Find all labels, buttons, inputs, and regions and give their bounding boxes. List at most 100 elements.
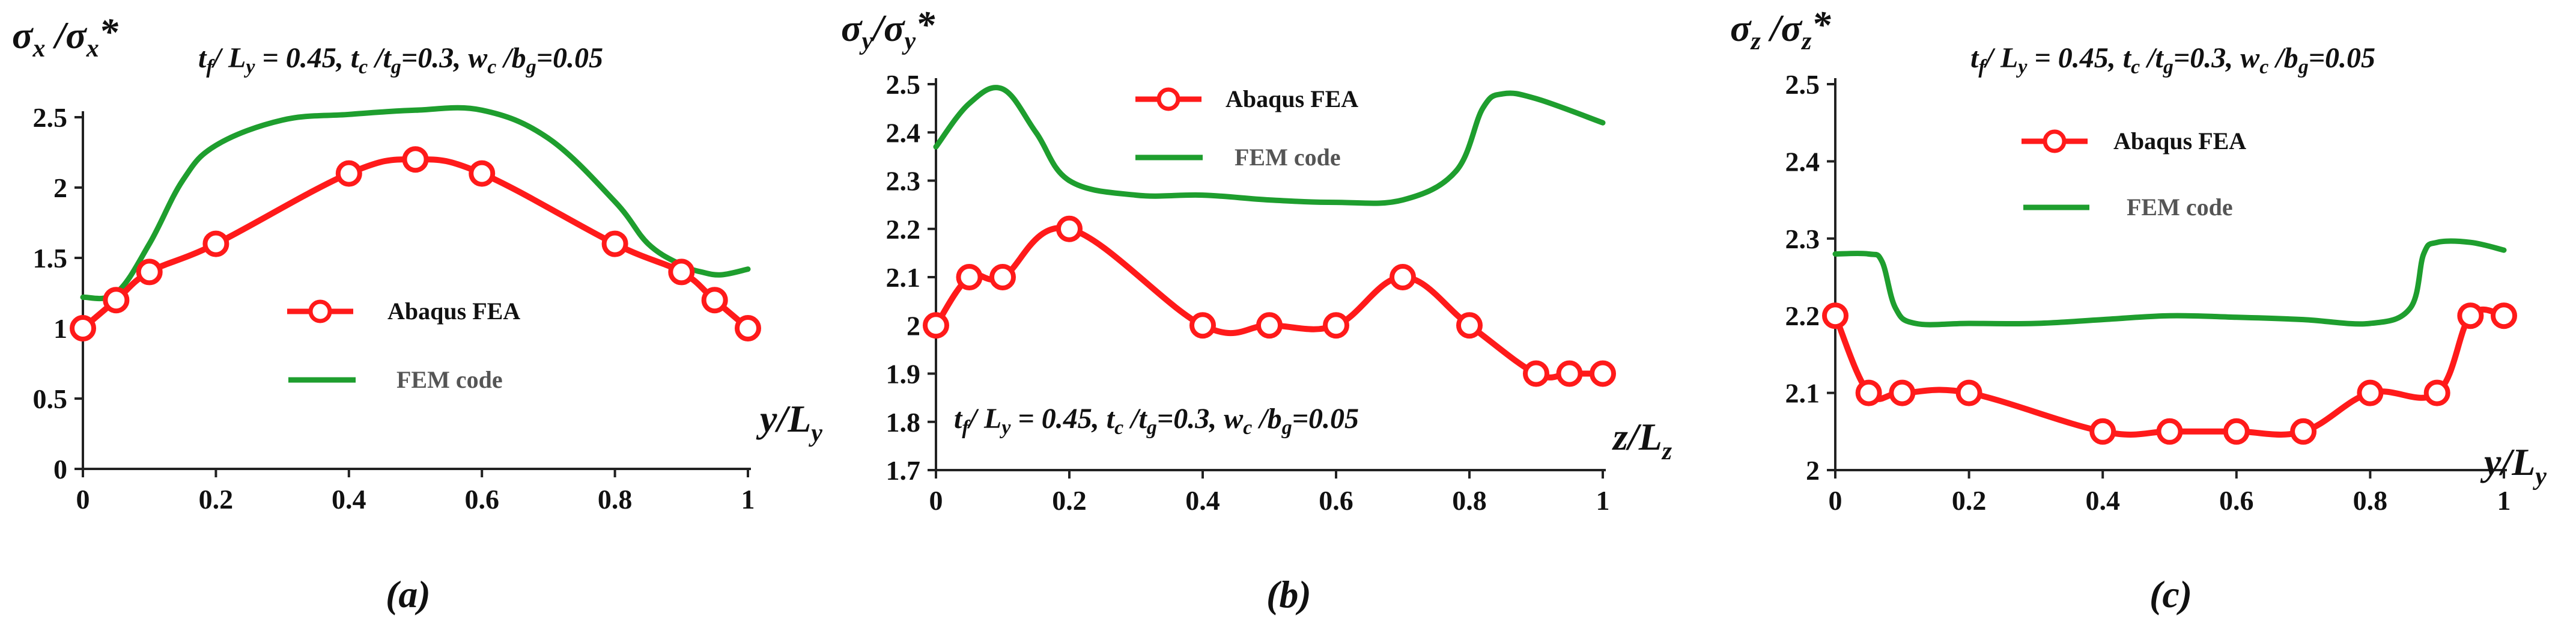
panel-a-xlabel: y/Ly: [756, 397, 822, 447]
panel-b-ytick-label: 1.9: [886, 359, 921, 390]
panel-a-fea-point: [202, 230, 229, 257]
panel-c-fea-point: [2290, 418, 2317, 445]
panel-a-yticks: 0 0.5 1 1.5 2 2.5: [33, 102, 83, 485]
panel-b-xtick-label: 1: [1596, 485, 1610, 516]
panel-a-fea-point: [469, 160, 496, 187]
panel-a-ytick-label: 1.5: [33, 243, 68, 274]
panel-c-xtick-label: 0: [1829, 485, 1842, 516]
panel-c-ytick-label: 2: [1806, 455, 1820, 486]
panel-a-ytick-label: 0.5: [33, 384, 68, 414]
panel-b-ytick-label: 1.7: [886, 455, 921, 486]
panel-c-fea-point: [2457, 302, 2484, 329]
panel-b-fea-point: [1323, 312, 1349, 339]
panel-a-fea-point: [601, 230, 628, 257]
panel-a-xtick-label: 0.8: [598, 484, 633, 515]
panel-c-xlabel: y/Ly: [2480, 441, 2547, 491]
panel-b-xtick-label: 0.2: [1052, 485, 1087, 516]
panel-b-fea-point: [1056, 215, 1083, 242]
panel-a-caption: (a): [386, 573, 431, 616]
panel-a-ytick-label: 0: [53, 454, 67, 485]
panel-b-ytick-label: 2.2: [886, 214, 921, 245]
panel-b-fea-point: [1523, 360, 1549, 387]
panel-a-xtick-label: 0.6: [464, 484, 499, 515]
panel-a-legend: Abaqus FEA FEM code: [287, 298, 520, 393]
panel-c-fea-point: [2156, 418, 2183, 445]
panel-b-ytick-label: 2.3: [886, 166, 921, 197]
panel-c-fea-point: [2089, 418, 2116, 445]
panel-c-legend: Abaqus FEA FEM code: [2022, 127, 2246, 221]
panel-a-ytick-label: 1: [53, 313, 67, 344]
panel-a-xtick-label: 1: [741, 484, 755, 515]
panel-b-fea-line: [933, 225, 1606, 381]
panel-c-fea-point: [1822, 302, 1848, 329]
panel-b-legend-fea-marker: [1156, 87, 1180, 111]
panel-b-legend-fea-label: Abaqus FEA: [1226, 85, 1358, 112]
panel-c-ytick-label: 2.2: [1785, 301, 1820, 331]
panel-c-series: [1822, 238, 2517, 445]
panel-a-params: tf/ Ly = 0.45, tc /tg=0.3, wc /bg=0.05: [198, 42, 603, 78]
panel-b-ytick-label: 2.5: [886, 69, 921, 100]
panel-b-fem-line: [933, 85, 1606, 206]
panel-c-fea-point: [2357, 379, 2384, 406]
panel-c-fea-point: [2491, 302, 2517, 329]
panel-c-fea-point: [2223, 418, 2250, 445]
panel-c-ytick-label: 2.1: [1785, 378, 1820, 409]
panel-a-legend-fea-marker: [308, 299, 332, 323]
panel-b-xlabel: z/Lz: [1612, 415, 1672, 465]
panel-b-fea-point: [1189, 312, 1216, 339]
panel-c-xticks: 0 0.2 0.4 0.6 0.8 1: [1829, 470, 2511, 516]
panel-b-ytick-label: 2.4: [886, 117, 921, 148]
panel-b-legend-fem-label: FEM code: [1235, 144, 1341, 171]
panel-c-legend-fea-label: Abaqus FEA: [2113, 127, 2246, 154]
panel-b-ytick-label: 2.1: [886, 262, 921, 293]
panel-b-legend: Abaqus FEA FEM code: [1135, 85, 1358, 171]
panel-b-ylabel: σy/σy*: [841, 3, 935, 55]
panel-a-fea-point: [402, 146, 429, 173]
panel-a-fem-line: [80, 105, 751, 302]
panel-c-fea-point: [2423, 379, 2450, 406]
panel-b-caption: (b): [1266, 573, 1311, 616]
panel-c-xtick-label: 1: [2497, 485, 2511, 516]
panel-a-fea-point: [735, 315, 761, 341]
panel-b-ytick-label: 1.8: [886, 407, 921, 438]
panel-b-xtick-label: 0.4: [1185, 485, 1220, 516]
panel-a-series: [70, 105, 761, 341]
panel-c-fea-point: [1889, 379, 1916, 406]
panel-b-yticks: 1.7 1.8 1.9 2 2.1 2.2 2.3 2.4 2.5: [886, 69, 936, 486]
panel-a-fea-point: [103, 287, 130, 314]
panel-a-fea-point: [668, 258, 695, 286]
panel-a-legend-fea-label: Abaqus FEA: [387, 298, 520, 325]
panel-c-xtick-label: 0.4: [2085, 485, 2120, 516]
panel-a-xtick-label: 0: [76, 484, 90, 515]
panel-a-ylabel: σx /σx*: [12, 10, 119, 63]
panel-a-ytick-label: 2.5: [33, 102, 68, 133]
panel-a: σx /σx* tf/ Ly = 0.45, tc /tg=0.3, wc /b…: [12, 10, 822, 616]
panel-b-fea-point: [923, 312, 949, 339]
panel-b-ytick-label: 2: [907, 310, 920, 341]
panel-c-fea-point: [1955, 379, 1982, 406]
panel-c-fem-line: [1832, 238, 2507, 328]
panel-b-fea-point: [1590, 360, 1616, 387]
panel-a-fea-point: [701, 287, 728, 314]
panel-b-fea-point: [1456, 312, 1483, 339]
panel-b-fea-point: [1256, 312, 1283, 339]
panel-c-yticks: 2 2.1 2.2 2.3 2.4 2.5: [1785, 69, 1835, 486]
panel-a-fea-point: [70, 315, 96, 341]
panel-c-xtick-label: 0.2: [1952, 485, 1987, 516]
panel-a-xtick-label: 0.4: [332, 484, 366, 515]
panel-a-fea-point: [136, 258, 163, 286]
panel-a-fea-point: [335, 160, 362, 187]
panel-b-fea-point: [989, 264, 1016, 290]
panel-a-xticks: 0 0.2 0.4 0.6 0.8 1: [76, 469, 755, 515]
panel-b-xtick-label: 0: [929, 485, 943, 516]
panel-b-fea-point: [1390, 264, 1416, 290]
panel-b-series: [923, 85, 1616, 387]
panel-c-params: tf/ Ly = 0.45, tc /tg=0.3, wc /bg=0.05: [1970, 42, 2375, 78]
panel-c-legend-fea-marker: [2043, 129, 2067, 153]
panel-b-xtick-label: 0.8: [1452, 485, 1487, 516]
panel-c-fea-point: [1855, 379, 1882, 406]
panel-b: σy/σy* tf/ Ly = 0.45, tc /tg=0.3, wc /bg…: [841, 3, 1672, 616]
panel-c-ylabel: σz /σz*: [1730, 3, 1832, 55]
panel-c-ytick-label: 2.4: [1785, 146, 1820, 177]
